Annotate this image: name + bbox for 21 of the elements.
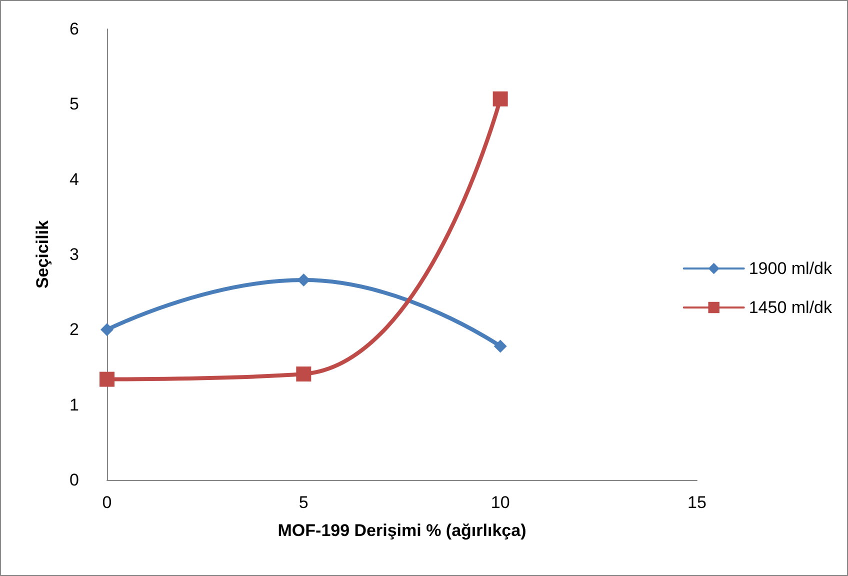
y-tick-label: 3 [70,245,79,264]
point [100,323,114,336]
x-tick-label: 15 [688,493,706,512]
y-tick-label: 1 [70,395,79,414]
point [492,91,508,106]
point [100,372,114,387]
y-tick-label: 5 [70,94,79,114]
legend-label: 1900 ml/dk [748,259,832,278]
y-tick-label: 4 [70,170,79,189]
x-tick-label: 0 [102,493,112,512]
point [297,274,310,287]
x-tick-label: 5 [298,493,308,512]
point [494,340,507,353]
y-tick-label: 2 [70,320,79,340]
x-axis-title: MOF-199 Derişimi % (ağırlıkça) [278,521,526,540]
legend-label: 1450 ml/dk [748,298,832,317]
y-tick-label: 6 [70,20,79,38]
y-tick-label: 0 [70,470,79,490]
x-tick-label: 10 [490,493,510,512]
y-axis-title: Seçicilik [33,220,52,289]
point [296,366,312,382]
